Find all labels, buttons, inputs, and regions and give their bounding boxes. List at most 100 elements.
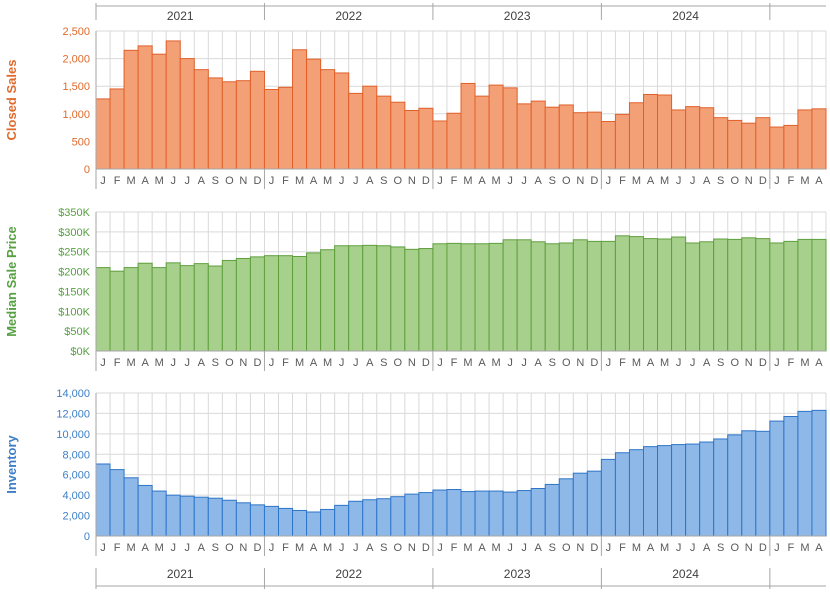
panel-0-bar-31	[530, 100, 546, 170]
panel-1-ytick-label: $50K	[64, 326, 90, 338]
panel-1-bar-37	[614, 235, 630, 352]
panel-0-bar-26	[460, 82, 476, 170]
panel-1-month-label: O	[225, 357, 234, 369]
panel-1-month-label: D	[422, 357, 430, 369]
panel-0-month-label: J	[507, 175, 513, 187]
panel-1-bar-24	[432, 243, 448, 352]
panel-2-bar-47	[755, 430, 771, 537]
panel-1-month-label: S	[549, 357, 556, 369]
panel-0-month-label: M	[155, 175, 164, 187]
panel-2-month-label: A	[535, 542, 543, 554]
panel-2-bar-20	[376, 498, 392, 537]
panel-2-month-label: F	[619, 542, 626, 554]
panel-2-month-label: J	[100, 542, 106, 554]
panel-0-month-label: O	[394, 175, 403, 187]
panel-2-bar-24	[432, 489, 448, 537]
panel-0-bar-20	[376, 95, 392, 170]
panel-0-bar-37	[614, 113, 630, 170]
top-year-label-2022: 2022	[335, 9, 362, 23]
panel-2-month-label: M	[800, 542, 809, 554]
panel-2-ytick-label: 14,000	[56, 388, 90, 400]
panel-0-month-label: S	[549, 175, 556, 187]
panel-2-bar-8	[207, 497, 223, 537]
panel-2-bar-7	[193, 496, 209, 537]
panel-2-month-label: A	[366, 542, 374, 554]
panel-1-bar-6	[179, 265, 195, 352]
panel-2-bar-30	[516, 490, 532, 537]
panel-2-bar-14	[292, 509, 308, 537]
panel-0-bar-30	[516, 103, 532, 170]
panel-0-month-label: D	[759, 175, 767, 187]
panel-2-bar-0	[95, 463, 111, 537]
panel-2-month-label: D	[590, 542, 598, 554]
panel-0-bar-29	[502, 87, 518, 170]
panel-1-month-label: N	[239, 357, 247, 369]
panel-0-month-label: F	[619, 175, 626, 187]
panel-2-bar-29	[502, 491, 518, 537]
panel-1-bar-9	[221, 259, 237, 352]
panel-0-month-label: O	[562, 175, 571, 187]
panel-0-bar-12	[263, 89, 280, 170]
panel-2-bar-32	[544, 483, 560, 537]
panel-2-bar-3	[137, 484, 153, 537]
panel-1-month-label: F	[114, 357, 121, 369]
panel-2-bar-6	[179, 495, 195, 537]
panel-0-bar-10	[235, 80, 251, 170]
panel-0-month-label: M	[127, 175, 136, 187]
panel-1-ytick-label: $200K	[58, 267, 90, 279]
panel-2-month-label: D	[759, 542, 767, 554]
panel-2-month-label: A	[198, 542, 206, 554]
panel-2-bar-10	[235, 502, 251, 537]
panel-0-bar-11	[249, 70, 265, 170]
panel-0-month-label: F	[451, 175, 458, 187]
panel-2-month-label: S	[212, 542, 219, 554]
panel-1-bar-31	[530, 241, 546, 352]
panel-2-month-label: A	[478, 542, 486, 554]
panel-0-month-label: M	[323, 175, 332, 187]
panel-0-bar-28	[488, 84, 504, 170]
panel-0-month-label: A	[198, 175, 206, 187]
panel-1-month-label: J	[353, 357, 359, 369]
panel-2-month-label: J	[339, 542, 345, 554]
panel-2-bar-15	[306, 511, 322, 537]
panel-1-bar-47	[755, 238, 771, 352]
panel-0-month-label: J	[170, 175, 176, 187]
panel-0-bar-21	[390, 101, 406, 170]
panel-2-month-label: D	[253, 542, 261, 554]
panel-0-month-label: J	[606, 175, 612, 187]
panel-1-bar-18	[348, 245, 364, 352]
panel-0-month-label: A	[815, 175, 823, 187]
panel-0-ytick-label: 0	[84, 164, 90, 176]
panel-1-bar-46	[741, 237, 757, 352]
panel-1-bar-49	[783, 240, 799, 352]
panel-1-month-label: M	[295, 357, 304, 369]
panel-0-bar-9	[221, 81, 237, 170]
panel-2-bar-19	[362, 499, 378, 537]
panel-0-month-label: J	[521, 175, 527, 187]
panel-0-bar-45	[727, 119, 743, 170]
top-year-label-2021: 2021	[167, 9, 194, 23]
panel-0-bar-38	[628, 102, 645, 170]
panel-2-month-label: J	[774, 542, 780, 554]
panel-2-month-label: M	[127, 542, 136, 554]
panel-1-bar-36	[600, 240, 616, 352]
panel-1-month-label: D	[253, 357, 261, 369]
panel-0-month-label: O	[225, 175, 234, 187]
panel-1-month-label: J	[437, 357, 443, 369]
panel-0-bar-35	[586, 111, 602, 170]
panel-0-month-label: J	[437, 175, 443, 187]
panel-1-month-label: J	[774, 357, 780, 369]
panel-0-bar-42	[685, 106, 701, 170]
panel-2-bar-51	[811, 409, 827, 537]
panel-0-bar-36	[600, 121, 616, 170]
panel-1-month-label: J	[339, 357, 345, 369]
panel-1-bar-8	[207, 265, 223, 352]
panel-1-month-label: J	[269, 357, 275, 369]
panel-1-month-label: A	[310, 357, 318, 369]
panel-2-bar-26	[460, 491, 476, 537]
panel-0-bar-7	[193, 69, 209, 170]
panel-2-month-label: F	[451, 542, 458, 554]
panel-0-month-label: M	[295, 175, 304, 187]
panel-2-bar-11	[249, 504, 265, 537]
panel-0-month-label: A	[478, 175, 486, 187]
